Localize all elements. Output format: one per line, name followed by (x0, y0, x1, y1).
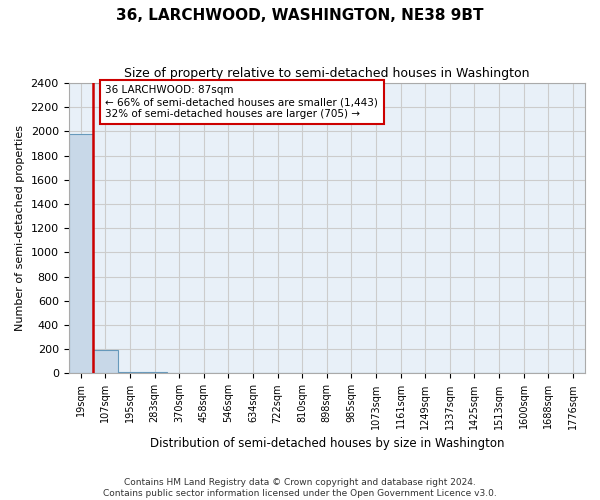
Text: 36, LARCHWOOD, WASHINGTON, NE38 9BT: 36, LARCHWOOD, WASHINGTON, NE38 9BT (116, 8, 484, 22)
Bar (93, 350, 118, 374)
Bar (142, 372, 167, 374)
Bar (68, 134, 93, 374)
Text: Contains HM Land Registry data © Crown copyright and database right 2024.
Contai: Contains HM Land Registry data © Crown c… (103, 478, 497, 498)
X-axis label: Distribution of semi-detached houses by size in Washington: Distribution of semi-detached houses by … (149, 437, 504, 450)
Y-axis label: Number of semi-detached properties: Number of semi-detached properties (15, 125, 25, 331)
Bar (118, 372, 142, 374)
Text: 36 LARCHWOOD: 87sqm
← 66% of semi-detached houses are smaller (1,443)
32% of sem: 36 LARCHWOOD: 87sqm ← 66% of semi-detach… (106, 86, 378, 118)
Title: Size of property relative to semi-detached houses in Washington: Size of property relative to semi-detach… (124, 68, 530, 80)
